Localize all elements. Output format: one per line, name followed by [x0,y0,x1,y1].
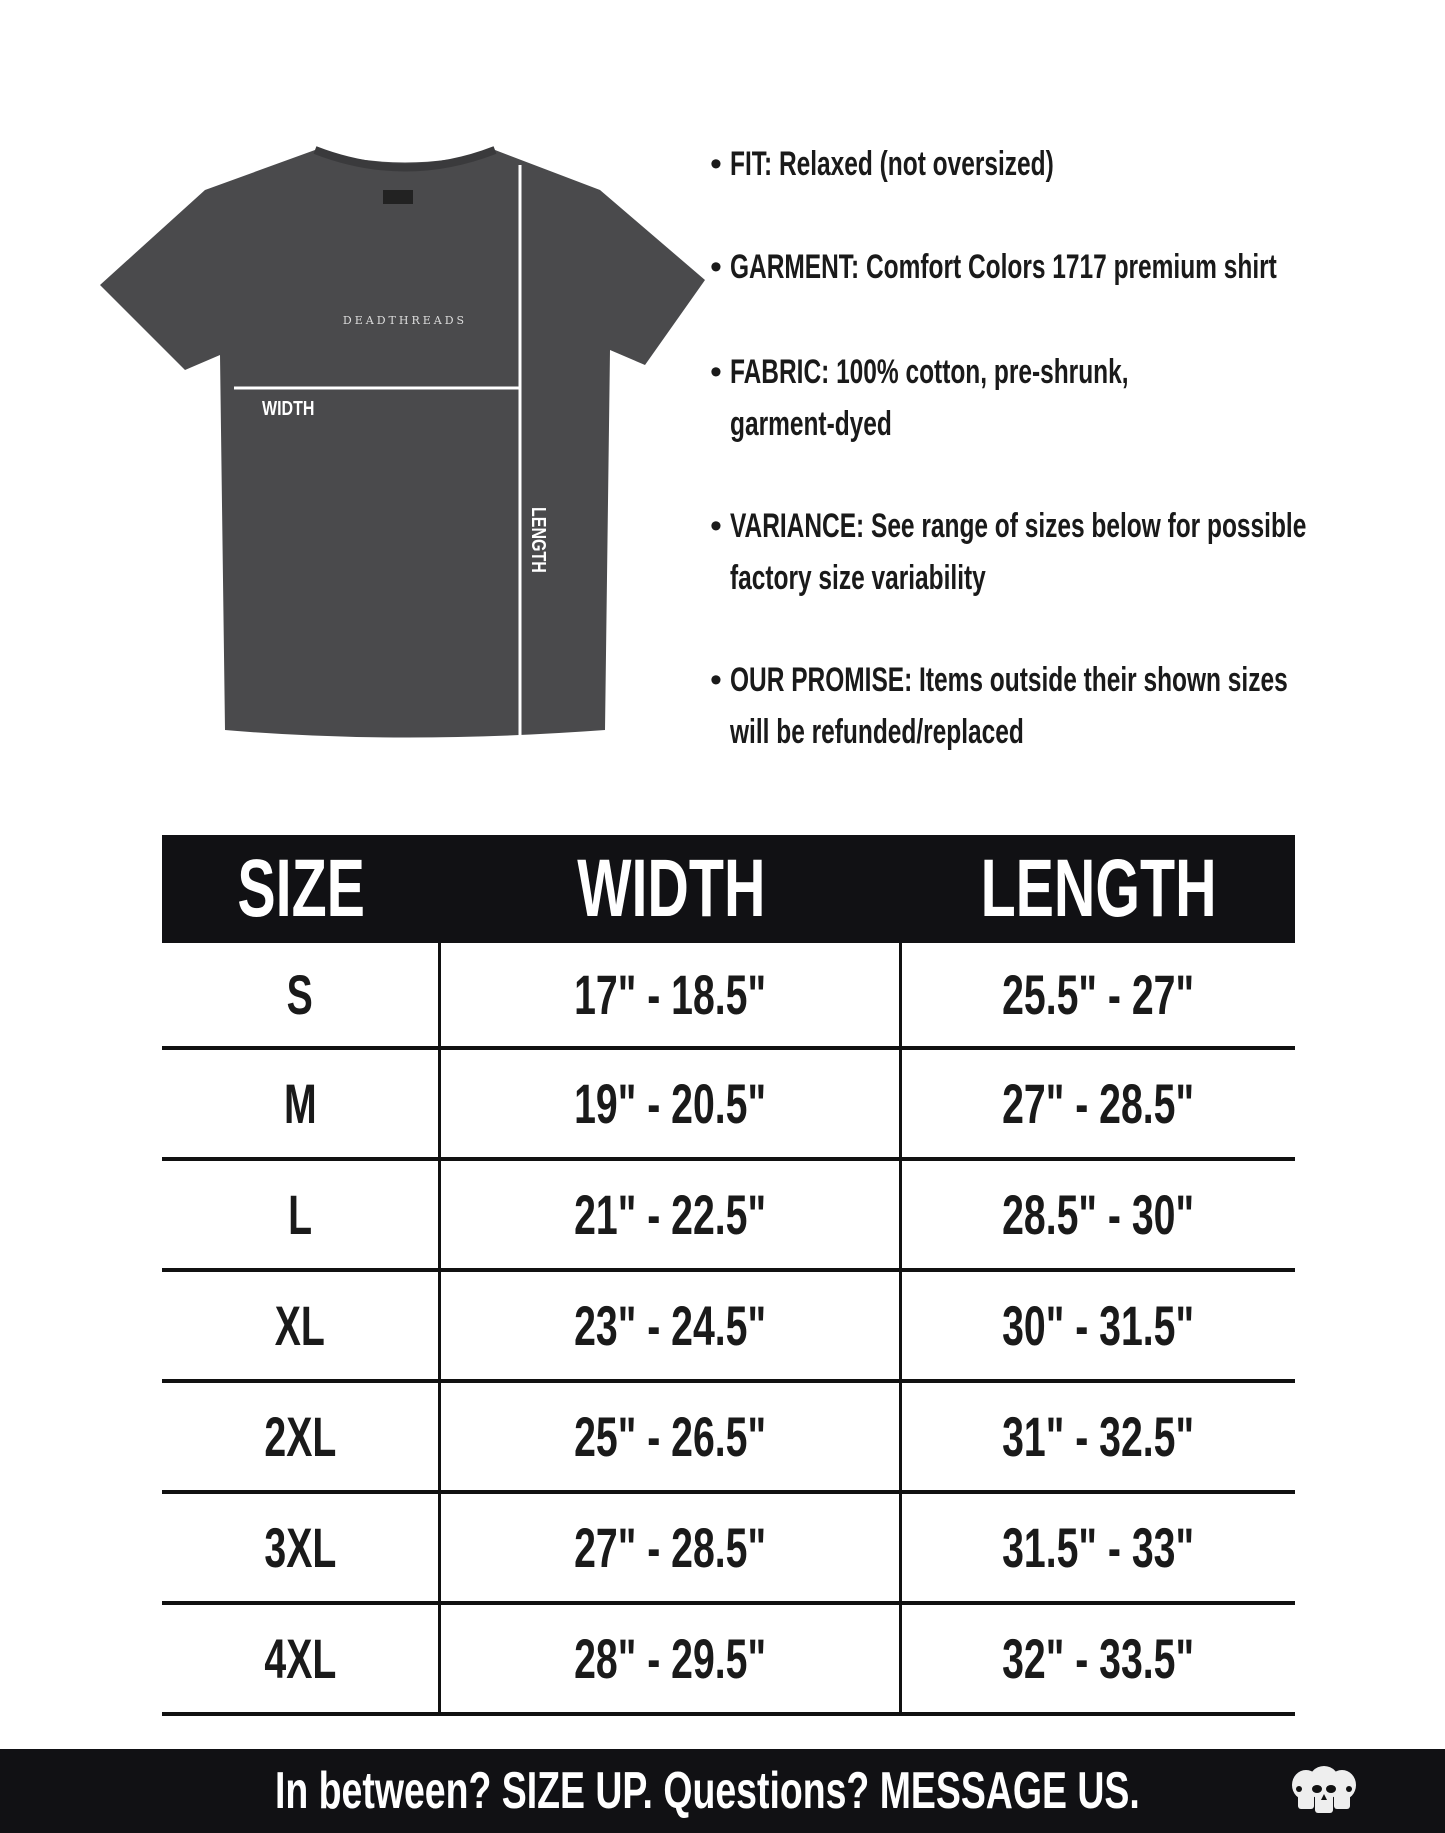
length-cell: 30" - 31.5" [1002,1294,1195,1357]
length-cell: 28.5" - 30" [1002,1183,1195,1246]
t-shirt-image [100,150,705,738]
width-cell: 23" - 24.5" [441,1272,902,1379]
size-cell: M [162,1050,441,1157]
brand-print: DEADTHREADS [343,314,467,327]
width-cell: 19" - 20.5" [441,1050,902,1157]
length-cell: 32" - 33.5" [1002,1627,1195,1690]
size-cell: S [162,943,441,1046]
table-row: M 19" - 20.5" 27" - 28.5" [162,1050,1295,1161]
length-cell: 31" - 32.5" [1002,1405,1195,1468]
size-cell: 3XL [162,1494,441,1601]
table-row: L 21" - 22.5" 28.5" - 30" [162,1161,1295,1272]
size-cell: L [162,1161,441,1268]
table-row: S 17" - 18.5" 25.5" - 27" [162,943,1295,1050]
t-shirt-diagram: DEADTHREADS WIDTH LENGTH [100,146,705,745]
header-size: SIZE [237,843,366,934]
table-header: SIZE WIDTH LENGTH [162,835,1295,943]
length-cell: 27" - 28.5" [1002,1072,1195,1135]
footer-message: In between? SIZE UP. Questions? MESSAGE … [275,1762,1140,1820]
table-row: XL 23" - 24.5" 30" - 31.5" [162,1272,1295,1383]
width-cell: 21" - 22.5" [441,1161,902,1268]
table-row: 4XL 28" - 29.5" 32" - 33.5" [162,1605,1295,1716]
size-cell: 4XL [162,1605,441,1712]
skulls-logo-icon [1292,1766,1356,1813]
footer-banner: In between? SIZE UP. Questions? MESSAGE … [0,1749,1445,1833]
width-cell: 27" - 28.5" [441,1494,902,1601]
width-cell: 25" - 26.5" [441,1383,902,1490]
length-cell: 31.5" - 33" [1002,1516,1195,1579]
size-cell: 2XL [162,1383,441,1490]
size-chart-table: SIZE WIDTH LENGTH S 17" - 18.5" 25.5" - 27… [162,835,1295,1716]
width-cell: 28" - 29.5" [441,1605,902,1712]
width-cell: 17" - 18.5" [441,943,902,1046]
header-width: WIDTH [577,843,766,934]
length-label: LENGTH [528,507,550,573]
header-length: LENGTH [980,843,1217,934]
table-row: 3XL 27" - 28.5" 31.5" - 33" [162,1494,1295,1605]
table-row: 2XL 25" - 26.5" 31" - 32.5" [162,1383,1295,1494]
size-cell: XL [162,1272,441,1379]
length-cell: 25.5" - 27" [1002,963,1195,1026]
width-label: WIDTH [262,397,314,419]
neck-label [383,190,413,204]
